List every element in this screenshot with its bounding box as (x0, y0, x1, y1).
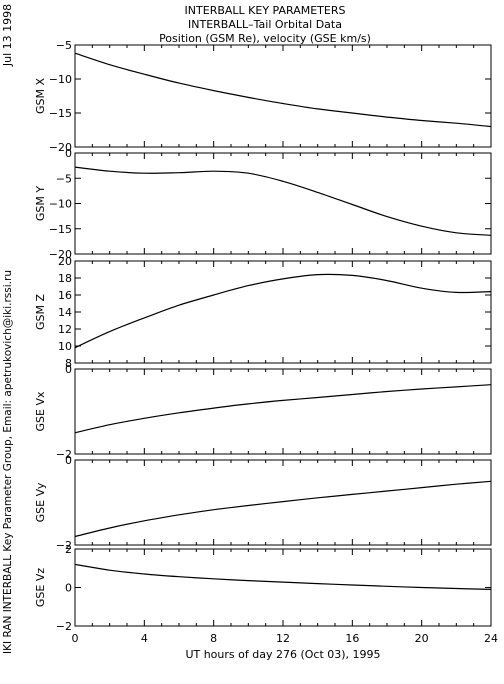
y-tick-label: −15 (49, 107, 72, 120)
x-tick-label: 0 (72, 632, 79, 645)
y-tick-label: 20 (58, 255, 72, 268)
header-line-1: INTERBALL KEY PARAMETERS (185, 4, 346, 17)
x-tick-label: 20 (415, 632, 429, 645)
y-tick-label: −10 (49, 73, 72, 86)
y-axis-label-gse-vz: GSE Vz (34, 568, 47, 607)
header-line-2: INTERBALL–Tail Orbital Data (188, 18, 342, 31)
y-tick-label: −15 (49, 223, 72, 236)
y-axis-label-gse-vy: GSE Vy (34, 482, 47, 522)
x-tick-label: 16 (345, 632, 359, 645)
y-tick-label: −2 (56, 448, 72, 461)
y-tick-label: 0 (65, 454, 72, 467)
y-tick-label: −2 (56, 539, 72, 552)
panel-gsm-z: 20 18 16 14 12 10 8 GSM Z (34, 255, 492, 370)
y-tick-label: −20 (49, 141, 72, 154)
y-tick-label: 0 (65, 582, 72, 595)
panel-frame (74, 44, 492, 148)
y-tick-label: 12 (58, 323, 72, 336)
y-axis-label-gsm-x: GSM X (34, 78, 47, 114)
y-tick-label: 16 (58, 289, 72, 302)
data-line-gsm-z (74, 273, 492, 349)
data-line-gsm-y (74, 166, 492, 236)
panel-gse-vz: 2 0 −2 GSE Vz (34, 543, 492, 633)
x-tick-label: 12 (276, 632, 290, 645)
x-axis-label: UT hours of day 276 (Oct 03), 1995 (185, 648, 380, 661)
panel-frame (74, 368, 492, 455)
data-line-gse-vy (74, 480, 492, 538)
panel-frame (74, 152, 492, 255)
panel-gse-vy: 0 −2 GSE Vy (34, 454, 492, 552)
panel-frame (74, 260, 492, 364)
y-tick-label: −10 (49, 198, 72, 211)
data-line-gse-vz (74, 563, 492, 590)
y-tick-label: 10 (58, 340, 72, 353)
header-line-3: Position (GSM Re), velocity (GSE km/s) (159, 32, 371, 45)
y-tick-label: −20 (49, 248, 72, 261)
y-tick-label: 0 (65, 147, 72, 160)
y-axis-label-gse-vx: GSE Vx (34, 391, 47, 431)
y-tick-label: −2 (56, 620, 72, 633)
x-tick-label: 8 (210, 632, 217, 645)
y-tick-label: −5 (56, 172, 72, 185)
y-axis-label-gsm-y: GSM Y (34, 186, 47, 221)
y-tick-label: 14 (58, 306, 72, 319)
panel-frame (74, 459, 492, 546)
y-tick-label: 18 (58, 272, 72, 285)
panel-gsm-x: −5 −10 −15 −20 GSM X (34, 39, 492, 154)
side-credit: IKI RAN INTERBALL Key Parameter Group, E… (2, 270, 14, 654)
y-axis-label-gsm-z: GSM Z (34, 294, 47, 330)
y-tick-label: 2 (65, 543, 72, 556)
y-tick-label: 8 (65, 357, 72, 370)
panel-gsm-y: 0 −5 −10 −15 −20 GSM Y (34, 147, 492, 261)
y-tick-label: −5 (56, 39, 72, 52)
date-stamp: Jul 13 1998 (1, 4, 14, 67)
x-tick-label: 24 (484, 632, 498, 645)
y-tick-label: 0 (65, 363, 72, 376)
x-tick-label: 4 (141, 632, 148, 645)
panel-gse-vx: 0 −2 GSE Vx (34, 363, 492, 461)
data-line-gsm-x (74, 52, 492, 128)
data-line-gse-vx (74, 384, 492, 434)
